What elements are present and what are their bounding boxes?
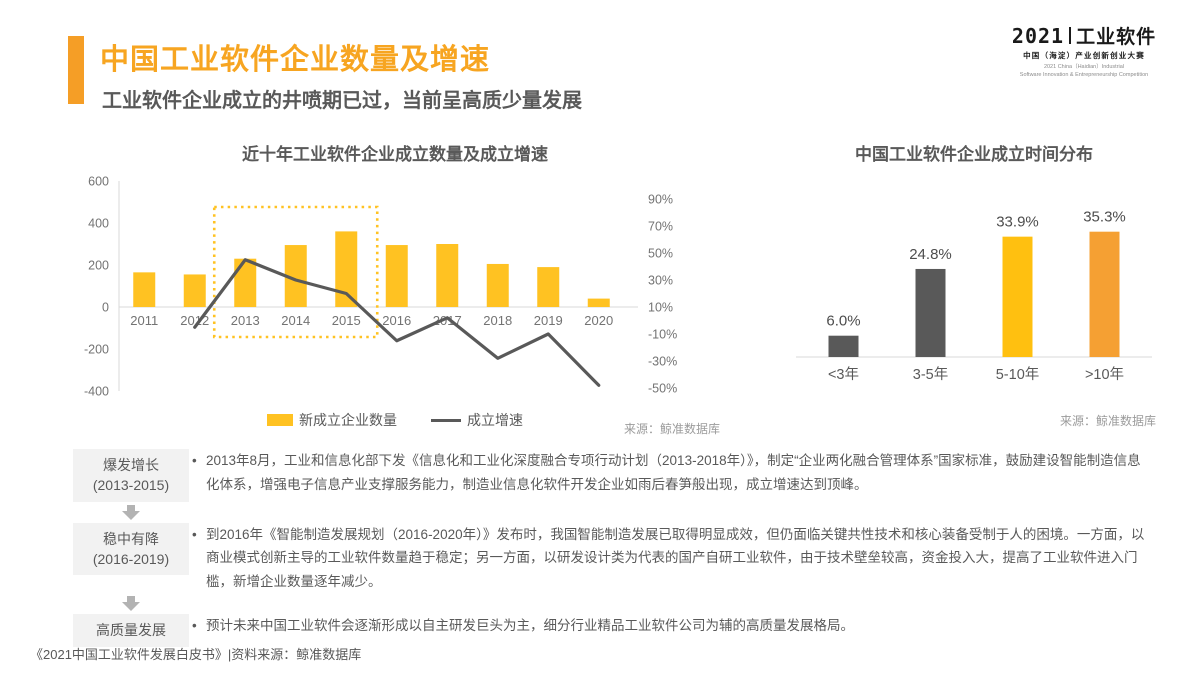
legend-item-line: 成立增速 — [431, 410, 523, 430]
combo-axes: 600 400 200 0 -200 -400 90% 70% 50% 30% 10% -10% -30… — [84, 175, 677, 399]
phase-row-1: 爆发增长 (2013-2015) 2013年8月，工业和信息化部下发《信息化和工… — [70, 449, 1146, 502]
svg-text:600: 600 — [88, 175, 109, 189]
combo-chart-panel: 近十年工业软件企业成立数量及成立增速 600 400 200 0 -200 -400 90%… — [64, 140, 726, 438]
bar-2014 — [284, 245, 307, 307]
bar-2020 — [587, 298, 610, 307]
bar-<3年 — [828, 335, 859, 357]
phase-row-3: 高质量发展 预计未来中国工业软件会逐渐形成以自主研发巨头为主，细分行业精品工业软… — [70, 614, 1146, 647]
bar-2018 — [486, 263, 509, 307]
new-company-bars — [133, 231, 610, 307]
svg-text:24.8%: 24.8% — [909, 246, 952, 263]
svg-text:2015: 2015 — [332, 313, 361, 328]
distribution-chart-title: 中国工业软件企业成立时间分布 — [855, 145, 1093, 164]
competition-logo: 2021 工业软件 中国（海淀）产业创新创业大赛 2021 China（Haid… — [1004, 22, 1164, 80]
svg-text:<3年: <3年 — [828, 366, 859, 383]
svg-text:-200: -200 — [84, 343, 109, 357]
svg-text:-10%: -10% — [648, 328, 677, 342]
logo-name: 工业软件 — [1076, 27, 1157, 48]
legend-item-bars: 新成立企业数量 — [267, 410, 397, 430]
svg-text:-30%: -30% — [648, 355, 677, 369]
logo-divider — [1069, 27, 1072, 44]
combo-x-labels: 2011 2012 2013 2014 2015 2016 2017 2018 2019 2020 — [130, 313, 613, 328]
svg-text:>10年: >10年 — [1085, 366, 1124, 383]
combo-chart-source: 来源：鲸准数据库 — [623, 422, 720, 436]
growth-rate-line — [193, 258, 601, 387]
down-arrow-icon — [122, 596, 140, 612]
svg-text:50%: 50% — [648, 247, 673, 261]
distribution-chart-source: 来源：鲸准数据库 — [1059, 414, 1156, 428]
bar-series-swatch — [267, 414, 293, 426]
title-accent-bar — [68, 36, 84, 104]
bar-2011 — [133, 272, 156, 307]
distribution-bars — [828, 231, 1120, 357]
svg-text:10%: 10% — [648, 301, 673, 315]
distribution-value-labels: 6.0% 24.8% 33.9% 35.3% — [826, 209, 1125, 330]
bar-series-label: 新成立企业数量 — [299, 412, 397, 428]
combo-chart-title: 近十年工业软件企业成立数量及成立增速 — [242, 145, 548, 164]
combo-chart-footer: 新成立企业数量 成立增速 来源：鲸准数据库 — [64, 408, 726, 438]
logo-main-line: 2021 工业软件 — [1004, 22, 1164, 49]
page-title: 中国工业软件企业数量及增速 — [100, 44, 491, 76]
highlight-box-2013-2015 — [212, 205, 379, 339]
svg-text:33.9%: 33.9% — [996, 214, 1039, 231]
svg-text:2020: 2020 — [584, 313, 613, 328]
combo-chart: 600 400 200 0 -200 -400 90% 70% 50% 30% 10% -10% -30… — [84, 175, 677, 399]
down-arrow-icon — [122, 504, 140, 520]
svg-text:0: 0 — [102, 301, 109, 315]
bar-5-10年 — [1002, 236, 1033, 357]
svg-text:-50%: -50% — [648, 382, 677, 396]
logo-subtitle-en: 2021 China（Haidian）Industrial Software I… — [1019, 64, 1149, 79]
logo-year: 2021 — [1011, 23, 1065, 48]
phase-text-3: 预计未来中国工业软件会逐渐形成以自主研发巨头为主，细分行业精品工业软件公司为辅的… — [192, 614, 1146, 638]
svg-text:3-5年: 3-5年 — [913, 366, 948, 383]
bar-2017 — [436, 244, 459, 307]
svg-text:400: 400 — [88, 217, 109, 231]
phase-timeline: 爆发增长 (2013-2015) 2013年8月，工业和信息化部下发《信息化和工… — [70, 449, 1146, 647]
phase-text-2: 到2016年《智能制造发展规划（2016-2020年）》发布时，我国智能制造发展… — [192, 523, 1146, 594]
page-subtitle: 工业软件企业成立的井喷期已过，当前呈高质少量发展 — [102, 90, 582, 112]
svg-text:2013: 2013 — [231, 313, 260, 328]
phase-box-burst-growth: 爆发增长 (2013-2015) — [73, 449, 189, 502]
svg-text:2018: 2018 — [483, 313, 512, 328]
svg-text:5-10年: 5-10年 — [996, 366, 1040, 383]
bar-2016 — [385, 245, 408, 307]
logo-subtitle-cn: 中国（海淀）产业创新创业大赛 — [1023, 51, 1145, 60]
bar-3-5年 — [915, 268, 946, 357]
phase-box-high-quality: 高质量发展 — [73, 614, 189, 647]
svg-text:2019: 2019 — [534, 313, 563, 328]
svg-text:30%: 30% — [648, 274, 673, 288]
svg-text:6.0%: 6.0% — [826, 313, 860, 330]
bar-2012 — [183, 274, 206, 307]
phase-box-steady-decline: 稳中有降 (2016-2019) — [73, 522, 189, 576]
bar-2015 — [335, 231, 358, 307]
phase-text-1: 2013年8月，工业和信息化部下发《信息化和工业化深度融合专项行动计划（2013… — [192, 449, 1146, 496]
svg-text:2011: 2011 — [130, 313, 158, 328]
distribution-chart: 6.0% 24.8% 33.9% 35.3% <3年 3-5年 5-10年 >10年 — [796, 209, 1152, 383]
svg-text:-400: -400 — [84, 385, 109, 399]
distribution-chart-panel: 中国工业软件企业成立时间分布 6.0% 24.8% 33.9% 35.3% <3年 3-5… — [782, 140, 1166, 429]
phase-row-2: 稳中有降 (2016-2019) 到2016年《智能制造发展规划（2016-20… — [70, 522, 1146, 594]
svg-text:35.3%: 35.3% — [1083, 209, 1126, 226]
svg-text:2016: 2016 — [382, 313, 411, 328]
svg-text:200: 200 — [88, 259, 109, 273]
bar-2013 — [234, 258, 257, 307]
slide-footer: 《2021中国工业软件发展白皮书》|资料来源：鲸准数据库 — [30, 647, 362, 662]
bar->10年 — [1089, 231, 1120, 357]
line-series-swatch — [431, 418, 461, 422]
svg-text:90%: 90% — [648, 193, 673, 207]
combo-chart-legend: 新成立企业数量 成立增速 — [267, 410, 523, 430]
distribution-category-labels: <3年 3-5年 5-10年 >10年 — [828, 366, 1124, 383]
bar-2019 — [537, 267, 560, 307]
line-series-label: 成立增速 — [467, 412, 523, 428]
svg-text:70%: 70% — [648, 220, 673, 234]
svg-text:2014: 2014 — [281, 313, 310, 328]
